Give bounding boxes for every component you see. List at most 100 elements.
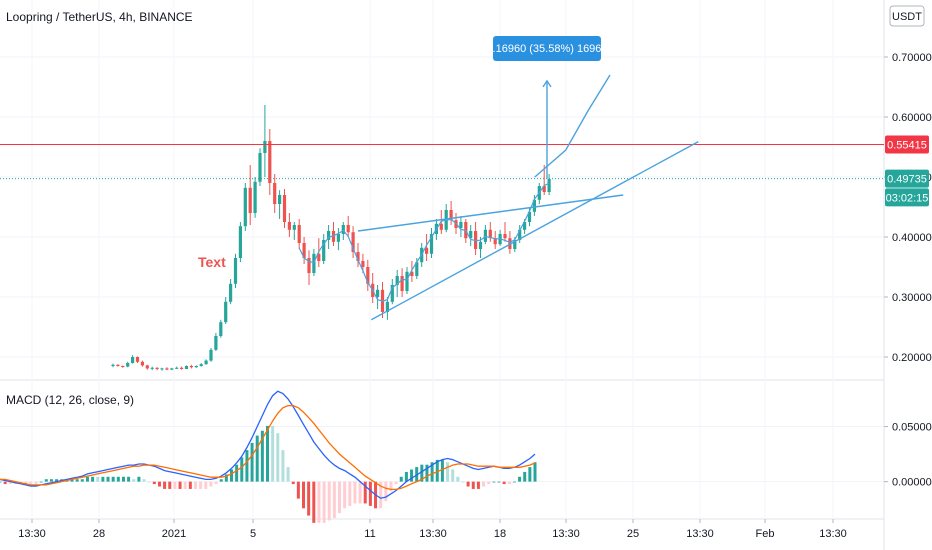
candle-body[interactable] [292,225,296,230]
quote-badge[interactable] [889,5,925,27]
candle[interactable] [121,365,125,368]
candle[interactable] [469,225,473,246]
candle[interactable] [248,165,252,225]
candle-body[interactable] [155,367,159,369]
candle-body[interactable] [135,357,140,362]
candle-body[interactable] [307,258,311,273]
candle[interactable] [126,361,130,368]
candle-body[interactable] [425,247,429,254]
candle[interactable] [346,216,350,237]
candle-body[interactable] [336,234,340,242]
candle-body[interactable] [253,181,257,213]
candle[interactable] [336,228,340,251]
candle-body[interactable] [327,231,331,240]
candle-body[interactable] [263,141,267,153]
candle[interactable] [518,225,522,243]
candle-body[interactable] [175,367,179,369]
candle[interactable] [282,189,287,228]
candle-body[interactable] [150,367,154,369]
candle[interactable] [258,148,262,186]
price-axis-badge[interactable]: 03:02:15 [885,188,929,207]
candle[interactable] [219,319,223,338]
candle[interactable] [405,267,409,294]
candle[interactable] [292,222,296,240]
candle-body[interactable] [469,231,473,239]
candle-body[interactable] [229,283,233,302]
candle[interactable] [131,355,135,364]
candle[interactable] [150,366,154,371]
candle-body[interactable] [160,368,164,370]
candle-body[interactable] [322,240,326,261]
candle[interactable] [297,219,301,249]
candle-body[interactable] [532,199,536,212]
candle-body[interactable] [488,229,492,239]
candle[interactable] [184,365,189,369]
candle[interactable] [209,348,213,362]
candle-body[interactable] [361,261,365,267]
price-axis-badge[interactable]: 0.49735 [885,169,929,188]
candle[interactable] [155,367,159,371]
candle[interactable] [366,259,370,291]
candle-body[interactable] [116,364,120,366]
candle[interactable] [351,226,355,258]
candle-body[interactable] [312,253,316,273]
candle-body[interactable] [282,195,287,222]
candle-body[interactable] [258,153,262,182]
candle-body[interactable] [346,225,350,233]
candle[interactable] [385,297,389,320]
candle-body[interactable] [189,366,193,368]
candle[interactable] [483,225,487,245]
candle[interactable] [135,356,140,363]
candle[interactable] [140,360,144,367]
candle[interactable] [547,174,551,195]
candle[interactable] [273,174,277,213]
candle-body[interactable] [287,222,291,230]
candle-body[interactable] [297,225,301,243]
candle[interactable] [356,243,360,267]
candle-body[interactable] [415,262,419,276]
candle[interactable] [542,165,546,195]
candle[interactable] [214,333,218,351]
candle[interactable] [180,366,184,370]
candle-body[interactable] [184,366,189,369]
candle-body[interactable] [219,322,223,336]
candle-body[interactable] [439,223,443,230]
candle-body[interactable] [400,276,404,291]
candle[interactable] [302,237,306,264]
candle-body[interactable] [547,178,551,192]
candle[interactable] [170,367,174,371]
projection-path[interactable] [534,74,611,178]
annotation-text[interactable]: Text [198,254,226,270]
candle[interactable] [111,363,115,368]
candle-body[interactable] [390,285,394,302]
candle[interactable] [503,222,507,242]
candle[interactable] [194,365,198,368]
candle-body[interactable] [429,234,434,254]
candle-body[interactable] [268,141,272,183]
candle[interactable] [376,285,380,309]
candle-body[interactable] [385,301,389,312]
candle[interactable] [307,250,311,285]
candle-body[interactable] [483,229,487,242]
candle-body[interactable] [165,368,169,370]
candle[interactable] [278,190,282,219]
candle-body[interactable] [243,187,247,227]
candle-body[interactable] [351,232,355,252]
candle[interactable] [253,177,257,218]
candle-body[interactable] [126,363,130,367]
measure-label-box[interactable] [493,36,601,61]
candle[interactable] [322,234,326,264]
candle-body[interactable] [121,366,125,367]
candle[interactable] [488,222,492,242]
candle[interactable] [233,253,238,288]
candle-body[interactable] [278,195,282,204]
candle-body[interactable] [356,252,360,261]
candle-body[interactable] [233,258,238,284]
candle[interactable] [263,105,267,177]
candle-body[interactable] [111,364,115,366]
candle[interactable] [410,261,414,282]
candle[interactable] [116,364,120,367]
candle[interactable] [449,201,453,225]
candle[interactable] [390,279,394,305]
